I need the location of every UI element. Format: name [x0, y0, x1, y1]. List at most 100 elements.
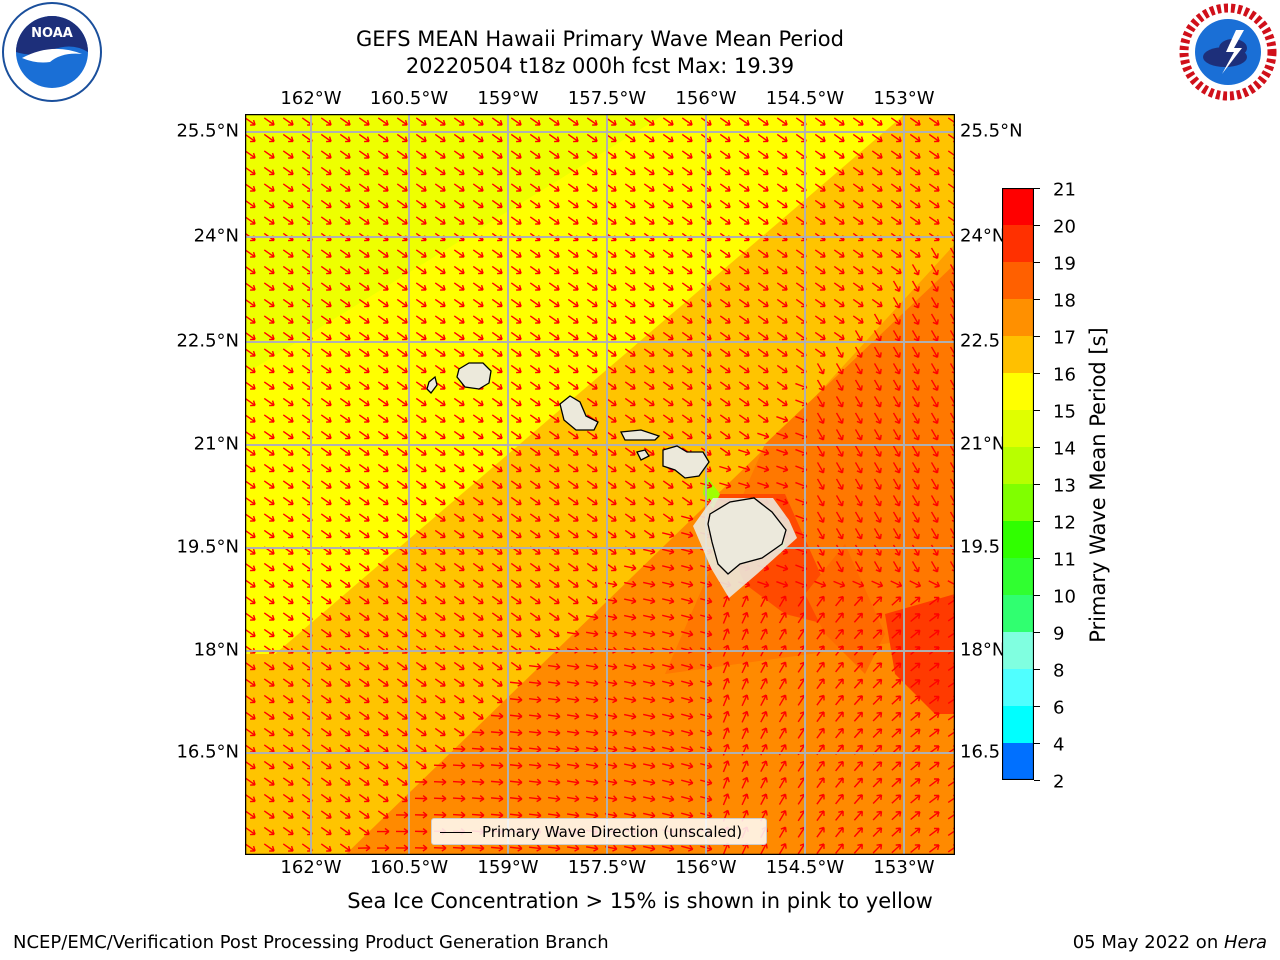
lat-tick-left-6: 16.5°N — [176, 741, 239, 763]
period-field-orange-tail — [805, 544, 885, 674]
footer-date-text: 05 May 2022 on — [1072, 932, 1224, 953]
lon-tick-bottom-1: 160.5°W — [369, 857, 449, 878]
lat-tick-left-3: 21°N — [193, 433, 239, 455]
colorbar-cell-1 — [1002, 225, 1034, 263]
lat-tick-left-5: 18°N — [193, 639, 239, 661]
gridlines — [245, 114, 955, 855]
colorbar-cell-2 — [1002, 262, 1034, 300]
chart-title: GEFS MEAN Hawaii Primary Wave Mean Perio… — [356, 27, 844, 51]
lon-tick-bottom-4: 156°W — [675, 857, 737, 878]
lon-tick-top-1: 160.5°W — [369, 88, 449, 109]
lon-tick-bottom-5: 154.5°W — [765, 857, 845, 878]
colorbar-tickmark-18 — [1034, 299, 1040, 300]
island-oahu — [559, 395, 599, 431]
colorbar-tickmark-10 — [1034, 595, 1040, 596]
colorbar-cell-7 — [1002, 447, 1034, 485]
lon-tick-bottom-6: 153°W — [873, 857, 935, 878]
colorbar-cell-3 — [1002, 299, 1034, 337]
lon-tick-top-0: 162°W — [280, 88, 342, 109]
colorbar-tick-20: 20 — [1053, 216, 1076, 238]
colorbar-cell-10 — [1002, 558, 1034, 596]
lon-tick-top-6: 153°W — [873, 88, 935, 109]
colorbar-tickmark-11 — [1034, 558, 1040, 559]
colorbar-tick-16: 16 — [1053, 364, 1076, 386]
lat-tick-right-5: 18°N — [960, 639, 1006, 661]
colorbar-tickmark-14 — [1034, 447, 1040, 448]
lat-tick-right-4: 19.5 — [960, 536, 1001, 558]
colorbar-tick-15: 15 — [1053, 401, 1076, 423]
lon-tick-bottom-0: 162°W — [280, 857, 342, 878]
period-field-15b — [245, 114, 665, 374]
colorbar-tickmark-20 — [1034, 225, 1040, 226]
colorbar-tickmark-9 — [1034, 632, 1040, 633]
colorbar-cell-0 — [1002, 188, 1034, 226]
colorbar-cell-8 — [1002, 484, 1034, 522]
lon-tick-top-2: 159°W — [477, 88, 539, 109]
nws-logo — [1179, 3, 1277, 101]
island-kauai — [456, 362, 492, 390]
colorbar-cell-9 — [1002, 521, 1034, 559]
lon-tick-bottom-2: 159°W — [477, 857, 539, 878]
colorbar-tickmark-12 — [1034, 521, 1040, 522]
lat-tick-right-0: 25.5°N — [960, 120, 1023, 142]
colorbar-tick-14: 14 — [1053, 438, 1076, 460]
svg-text:NOAA: NOAA — [31, 26, 73, 41]
colorbar-tickmark-16 — [1034, 373, 1040, 374]
colorbar-tick-13: 13 — [1053, 475, 1076, 497]
island-molokai — [619, 429, 661, 441]
lon-tick-top-3: 157.5°W — [567, 88, 647, 109]
wave-period-map — [245, 114, 955, 855]
colorbar-tick-17: 17 — [1053, 327, 1076, 349]
lat-tick-left-1: 24°N — [193, 225, 239, 247]
colorbar-tickmark-2 — [1034, 780, 1040, 781]
colorbar-tick-10: 10 — [1053, 586, 1076, 608]
colorbar-cell-15 — [1002, 743, 1034, 780]
colorbar-tick-4: 4 — [1053, 734, 1065, 756]
sea-ice-note: Sea Ice Concentration > 15% is shown in … — [347, 889, 933, 913]
legend-line-sample — [440, 832, 472, 833]
lat-tick-left-2: 22.5°N — [176, 330, 239, 352]
island-niihau — [426, 375, 438, 394]
lat-tick-right-3: 21°N — [960, 433, 1006, 455]
colorbar-tick-11: 11 — [1053, 549, 1076, 571]
colorbar-cell-11 — [1002, 595, 1034, 633]
colorbar-tickmark-13 — [1034, 484, 1040, 485]
footer-host: Hera — [1223, 932, 1267, 953]
lat-tick-left-4: 19.5°N — [176, 536, 239, 558]
colorbar-tick-19: 19 — [1053, 253, 1076, 275]
lat-tick-right-1: 24°N — [960, 225, 1006, 247]
map-legend: Primary Wave Direction (unscaled) — [431, 818, 767, 845]
chart-subtitle: 20220504 t18z 000h fcst Max: 19.39 — [405, 54, 795, 78]
colorbar-cell-6 — [1002, 410, 1034, 448]
noaa-logo: NOAA — [2, 2, 102, 102]
island-lanai — [636, 449, 650, 461]
map-frame — [245, 114, 955, 855]
legend-label: Primary Wave Direction (unscaled) — [482, 823, 743, 841]
colorbar-tick-6: 6 — [1053, 697, 1065, 719]
lat-tick-right-6: 16.5 — [960, 741, 1001, 763]
lon-tick-top-5: 154.5°W — [765, 88, 845, 109]
colorbar-tick-18: 18 — [1053, 290, 1076, 312]
lat-tick-right-2: 22.5 — [960, 330, 1001, 352]
colorbar-tickmark-6 — [1034, 706, 1040, 707]
colorbar-tick-9: 9 — [1053, 623, 1065, 645]
colorbar-cell-12 — [1002, 632, 1034, 670]
colorbar-cell-14 — [1002, 706, 1034, 744]
footer-date: 05 May 2022 on Hera — [1073, 932, 1267, 953]
island-maui — [662, 445, 710, 479]
colorbar-cell-4 — [1002, 336, 1034, 374]
colorbar-cell-5 — [1002, 373, 1034, 411]
colorbar-tickmark-19 — [1034, 262, 1040, 263]
lat-tick-left-0: 25.5°N — [176, 120, 239, 142]
footer-producer: NCEP/EMC/Verification Post Processing Pr… — [13, 932, 609, 953]
colorbar-tick-2: 2 — [1053, 771, 1065, 793]
colorbar — [1002, 188, 1034, 780]
colorbar-tickmark-17 — [1034, 336, 1040, 337]
wave-direction-arrows — [245, 117, 955, 855]
colorbar-tick-21: 21 — [1053, 179, 1076, 201]
hawaiian-islands — [426, 362, 797, 598]
lon-tick-top-4: 156°W — [675, 88, 737, 109]
lon-tick-bottom-3: 157.5°W — [567, 857, 647, 878]
colorbar-tickmark-4 — [1034, 743, 1040, 744]
colorbar-tick-8: 8 — [1053, 660, 1065, 682]
